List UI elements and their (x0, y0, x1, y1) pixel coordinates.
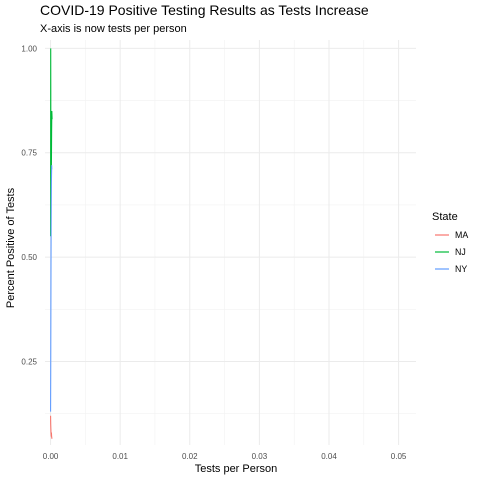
x-tick-label: 0.02 (182, 452, 198, 461)
legend-title: State (432, 211, 458, 223)
x-tick-label: 0.01 (112, 452, 128, 461)
series-line-ma (50, 415, 53, 439)
series-line-ny (50, 165, 53, 412)
x-tick-label: 0.05 (391, 452, 407, 461)
legend-label-ma: MA (455, 230, 468, 240)
legend-label-nj: NJ (455, 247, 466, 257)
x-axis-ticks: 0.00 0.01 0.02 0.03 0.04 0.05 (43, 452, 407, 461)
x-tick-label: 0.00 (43, 452, 59, 461)
y-axis-ticks: 0.25 0.50 0.75 1.00 (21, 44, 37, 366)
legend-items: MA NJ NY (435, 230, 468, 274)
y-tick-label: 0.75 (21, 149, 37, 158)
y-tick-label: 0.50 (21, 253, 37, 262)
legend: State MA NJ NY (432, 211, 468, 274)
x-axis-title: Tests per Person (195, 463, 278, 475)
x-tick-label: 0.04 (321, 452, 337, 461)
chart-subtitle: X-axis is now tests per person (40, 23, 187, 35)
y-tick-label: 0.25 (21, 357, 37, 366)
series-lines (50, 48, 53, 439)
y-tick-label: 1.00 (21, 44, 37, 53)
grid (45, 40, 416, 445)
legend-label-ny: NY (455, 264, 467, 274)
x-tick-label: 0.03 (252, 452, 268, 461)
y-axis-title: Percent Positive of Tests (5, 187, 17, 308)
chart-title: COVID-19 Positive Testing Results as Tes… (40, 2, 369, 18)
